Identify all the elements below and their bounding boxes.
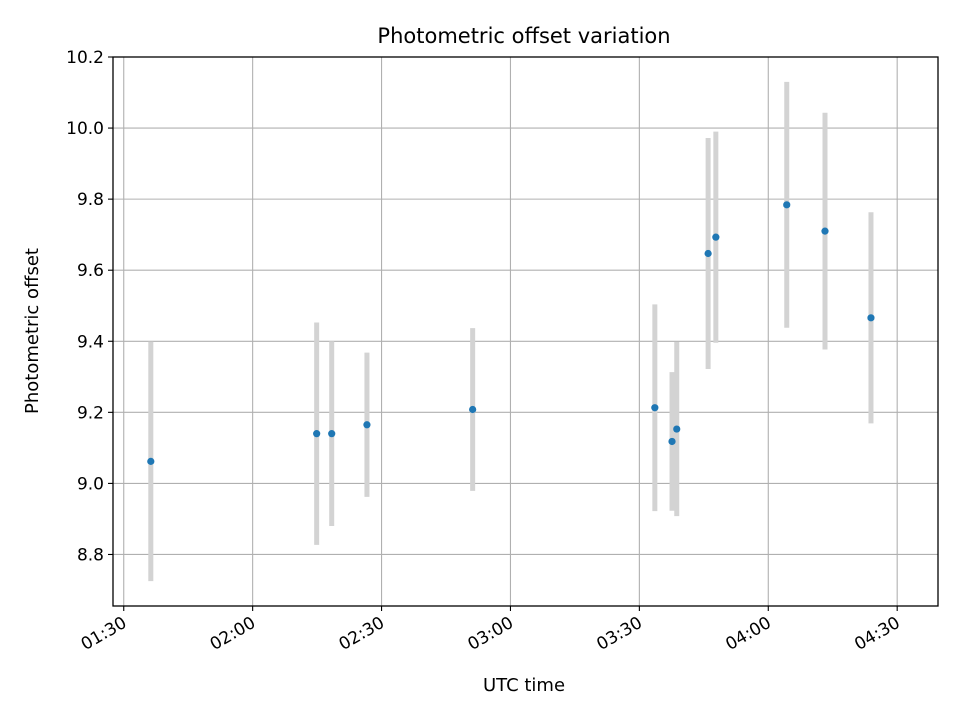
y-axis-label: Photometric offset [22,248,43,414]
data-point [147,457,155,465]
x-tick-label: 04:30 [851,613,903,655]
data-point [712,233,720,241]
x-tick-label: 04:00 [722,613,774,655]
grid [113,56,938,606]
x-tick-label: 01:30 [78,613,130,655]
data-point [821,227,829,235]
x-axis-label: UTC time [483,675,565,696]
data-point [867,314,875,322]
y-tick-label: 9.6 [77,261,104,281]
axis-ticks: 01:30 02:00 02:30 03:00 03:30 04:00 04:30 8.8 9.… [66,48,904,655]
y-tick-label: 9.8 [77,190,104,210]
chart-title: Photometric offset variation [377,24,670,48]
y-tick-label: 9.0 [77,474,104,494]
x-tick-label: 02:00 [207,613,259,655]
data-point [469,405,477,414]
y-tick-label: 9.2 [77,403,104,423]
x-tick-label: 02:30 [336,613,388,655]
data-point [668,437,676,446]
data-point [704,249,712,258]
x-tick-label: 03:30 [593,613,645,655]
x-tick-label: 03:00 [465,613,517,655]
data-point [328,430,336,438]
plot-frame [112,56,939,607]
y-tick-label: 8.8 [77,545,104,565]
y-tick-label: 9.4 [77,332,104,352]
data-point [313,430,321,438]
y-tick-label: 10.2 [66,48,104,68]
data-points [147,201,875,465]
data-point [673,425,681,433]
data-point [651,404,659,412]
y-tick-label: 10.0 [66,119,104,139]
data-point [783,201,791,209]
data-point [363,421,371,429]
